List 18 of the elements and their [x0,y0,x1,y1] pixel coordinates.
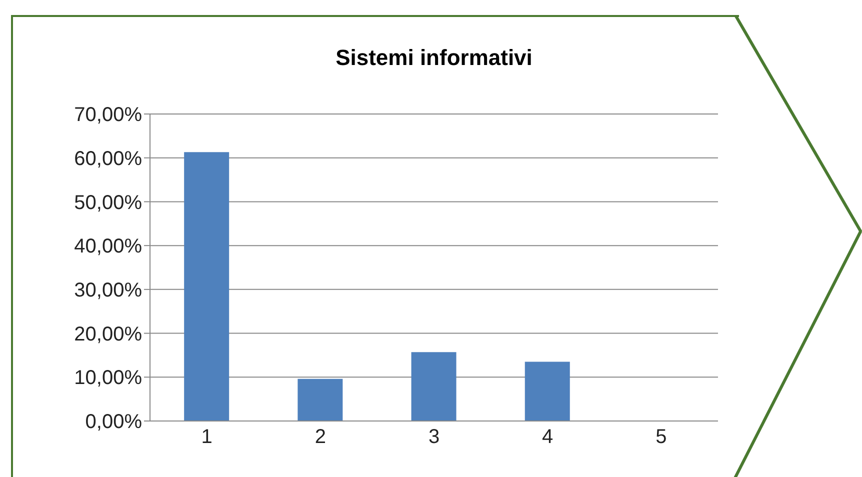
y-tick-label: 30,00% [74,280,142,302]
bar [184,152,230,421]
x-tick-label: 3 [428,426,440,448]
y-tick-label: 20,00% [74,323,142,346]
y-tick-label: 50,00% [74,192,142,214]
x-tick-label: 1 [201,426,212,448]
x-tick-label: 5 [656,426,667,448]
x-tick-label: 2 [314,426,326,448]
y-tick-label: 10,00% [74,367,142,390]
bar [524,362,570,421]
y-tick-label: 0,00% [85,411,142,434]
bar [411,352,456,421]
chart-title: Sistemi informativi [334,45,534,71]
y-tick-label: 60,00% [74,148,142,170]
y-tick-label: 40,00% [74,236,142,258]
y-tick-label: 70,00% [74,104,142,126]
bar [298,378,343,421]
x-tick-label: 4 [542,426,554,448]
